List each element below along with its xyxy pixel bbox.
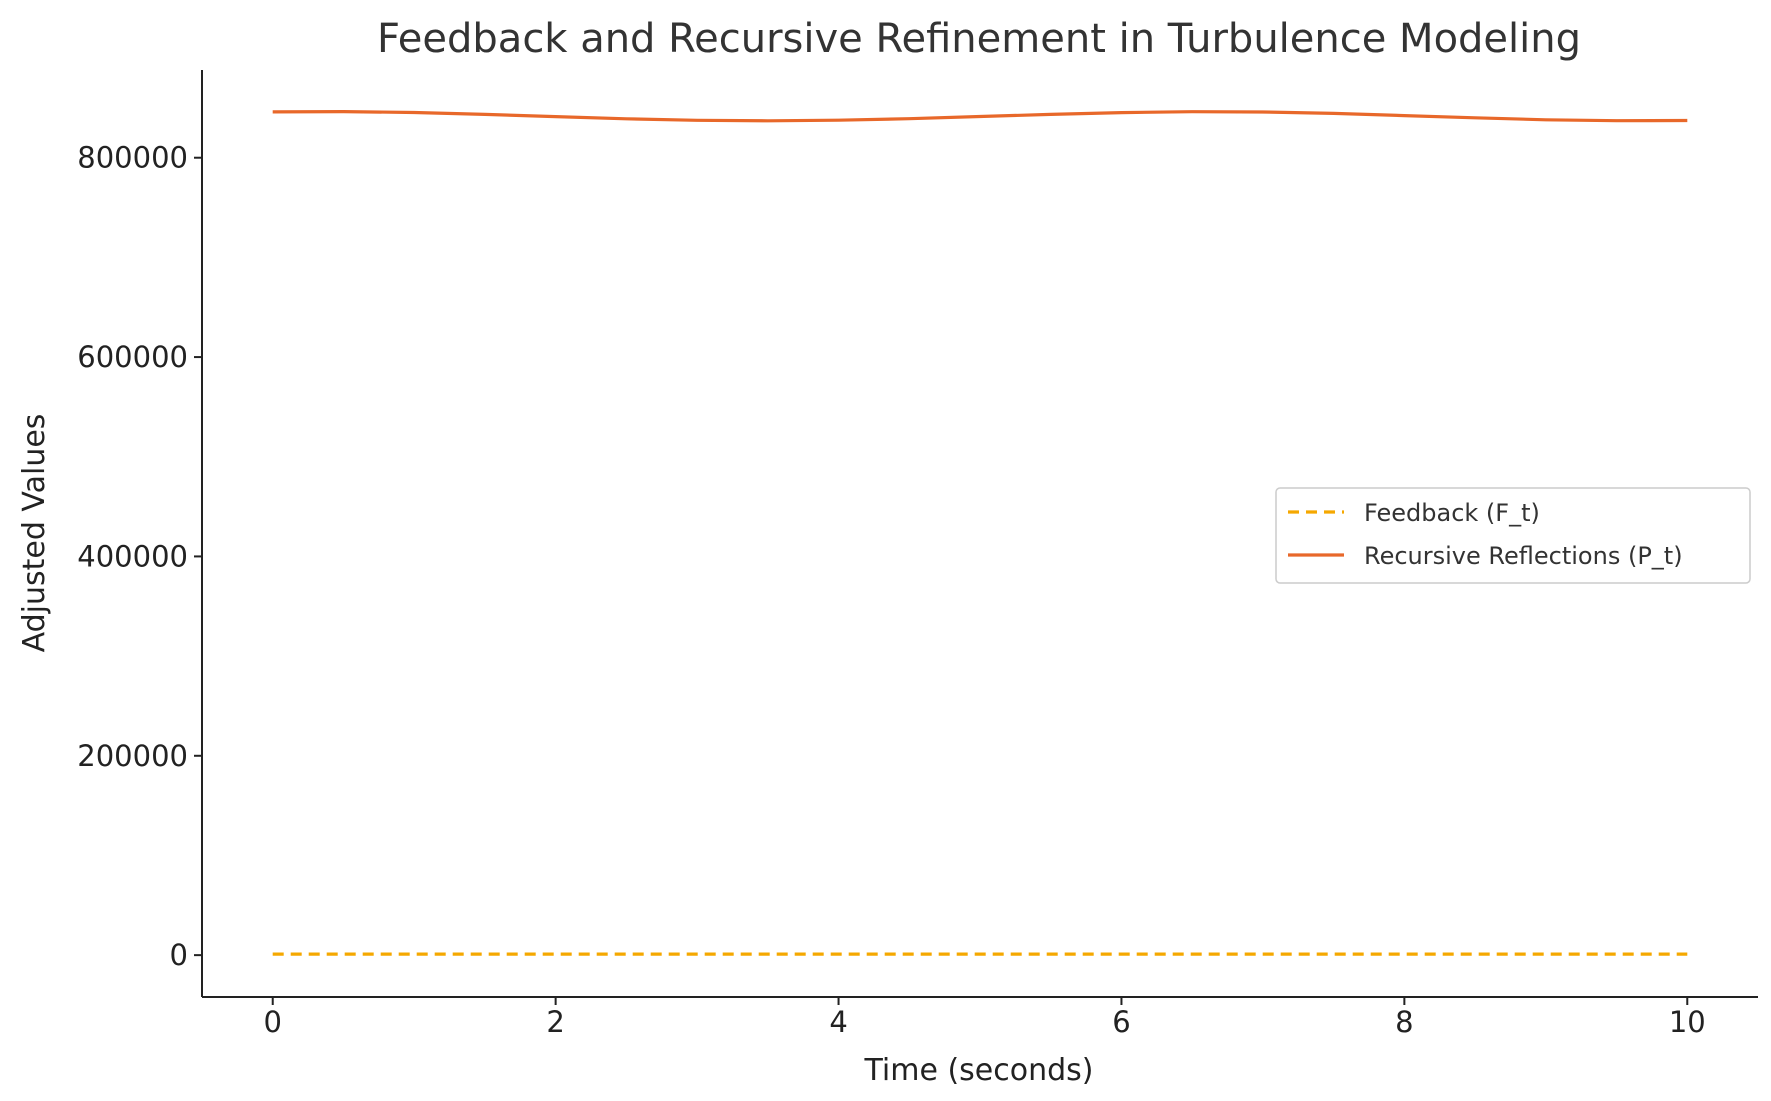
y-tick-label: 0 xyxy=(170,938,188,972)
legend-label: Feedback (F_t) xyxy=(1364,499,1540,527)
legend: Feedback (F_t) Recursive Reflections (P_t… xyxy=(1275,487,1751,584)
legend-box xyxy=(1275,487,1751,584)
series-line-1 xyxy=(272,109,1688,123)
x-tick-label: 0 xyxy=(264,1005,282,1039)
x-tick-label: 10 xyxy=(1669,1005,1706,1039)
series-group xyxy=(272,109,1688,956)
x-tick-label: 4 xyxy=(829,1005,847,1039)
y-tick-label: 800000 xyxy=(77,141,188,175)
x-tick-label: 8 xyxy=(1395,1005,1413,1039)
x-axis-label: Time (seconds) xyxy=(864,1053,1094,1088)
chart-title: Feedback and Recursive Refinement in Tur… xyxy=(377,16,1581,62)
y-tick-label: 400000 xyxy=(77,539,188,573)
legend-label: Recursive Reflections (P_t) xyxy=(1364,542,1683,570)
y-axis-label: Adjusted Values xyxy=(17,414,52,653)
axes xyxy=(201,70,1758,998)
y-tick-label: 200000 xyxy=(77,739,188,773)
x-tick-label: 6 xyxy=(1112,1005,1130,1039)
ticks: 0 2 4 6 8 10 0 200000 400000 600000 800000 xyxy=(77,141,1705,1039)
x-tick-label: 2 xyxy=(546,1005,564,1039)
y-tick-label: 600000 xyxy=(77,340,188,374)
